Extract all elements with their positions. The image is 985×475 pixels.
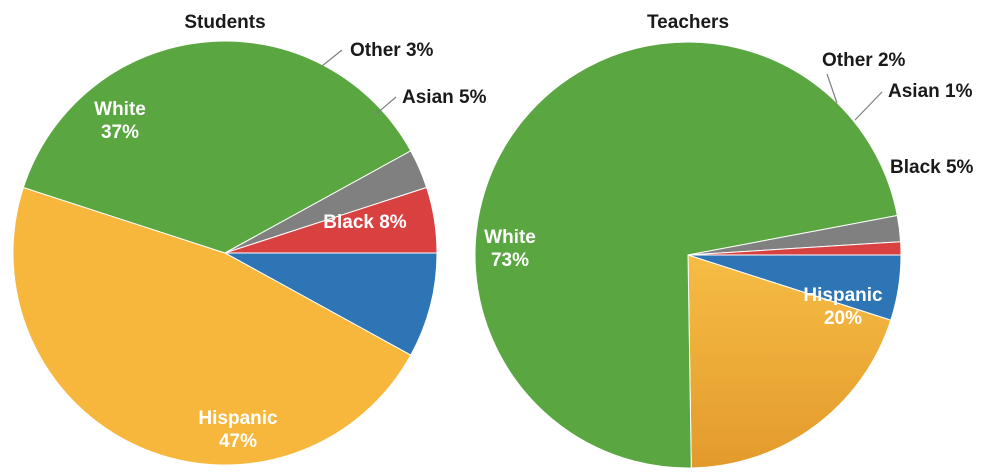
teachers-title: Teachers <box>647 12 729 33</box>
teachers-leader-other <box>826 73 838 104</box>
teachers-label-white: White 73% <box>484 227 536 271</box>
students-slice-black <box>224 252 438 356</box>
teachers-label-hispanic: Hispanic 20% <box>803 285 883 329</box>
students-slice-white <box>22 40 412 254</box>
students-label-asian: Asian 5% <box>402 87 487 108</box>
teachers-slice-hispanic <box>687 254 892 469</box>
students-leader-other <box>321 49 343 67</box>
teachers-slice-asian <box>687 241 902 256</box>
students-label-black: Black 8% <box>323 212 407 233</box>
teachers-slice-white <box>474 41 898 469</box>
students-label-other: Other 3% <box>350 40 434 61</box>
students-label-white: White 37% <box>94 99 146 143</box>
students-label-hispanic: Hispanic 47% <box>198 408 278 452</box>
teachers-label-black: Black 5% <box>890 157 974 178</box>
teachers-label-asian: Asian 1% <box>888 81 973 102</box>
teachers-pie: Teachers Black 5% Hispanic 20% White 73% Other… <box>474 12 974 469</box>
students-slice-hispanic <box>12 186 412 466</box>
students-title: Students <box>184 12 265 33</box>
students-slice-asian <box>224 186 438 254</box>
teachers-label-other: Other 2% <box>822 50 906 71</box>
teachers-leader-asian <box>854 91 883 121</box>
students-leader-asian <box>374 96 397 116</box>
students-pie: Students Black 8% Hispanic 47% White 37% Other… <box>12 12 487 466</box>
